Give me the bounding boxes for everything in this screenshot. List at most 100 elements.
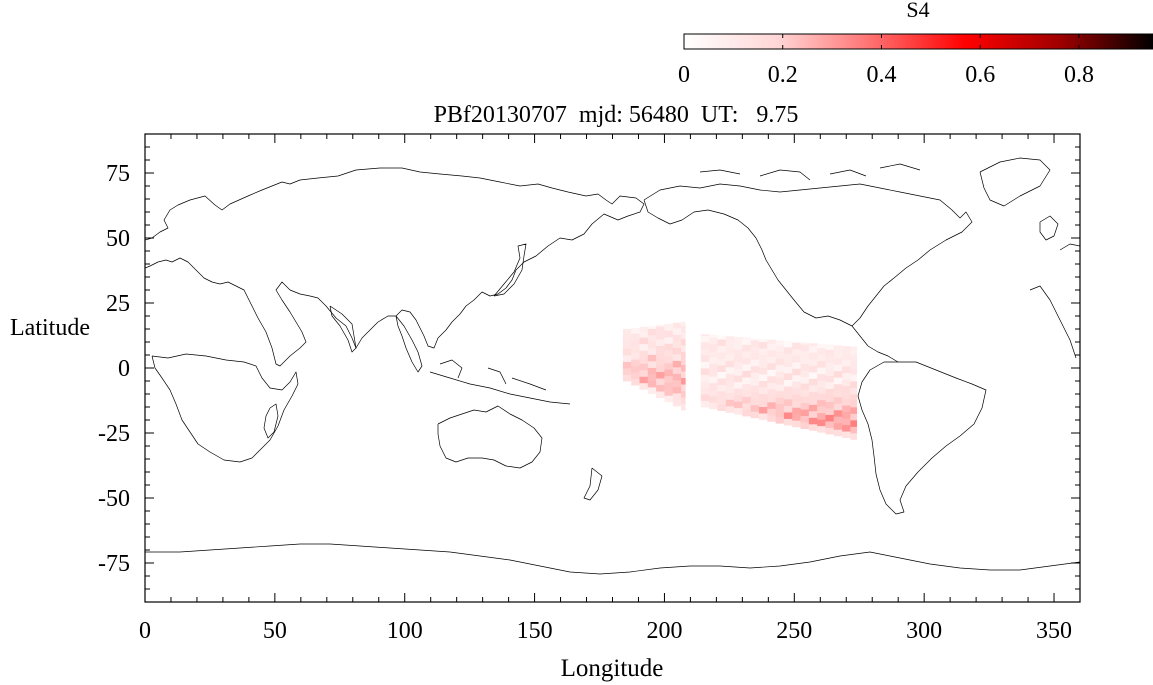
heatmap-cell: [631, 378, 640, 386]
heatmap-cell: [717, 378, 727, 386]
heatmap-cell: [639, 382, 649, 390]
coastline-antarctica: [145, 543, 1080, 575]
heatmap-cell: [639, 363, 649, 371]
heatmap-cell: [817, 347, 826, 355]
heatmap-cell: [842, 392, 851, 400]
coastline-madagascar: [263, 403, 279, 439]
x-tick-label: 100: [387, 618, 423, 644]
heatmap-cell: [647, 373, 657, 381]
heatmap-cell: [639, 330, 649, 338]
heatmap-cell: [767, 401, 777, 409]
heatmap-cell: [825, 401, 835, 409]
heatmap-cell: [817, 406, 826, 414]
heatmap-cell: [734, 375, 743, 383]
heatmap-cell: [783, 412, 793, 419]
heatmap-cell: [833, 370, 843, 378]
heatmap-cell: [833, 345, 843, 352]
heatmap-cell: [758, 400, 768, 408]
heatmap-cell: [767, 382, 777, 390]
heatmap-cell: [647, 360, 657, 368]
y-tick-label: 50: [106, 226, 130, 252]
heatmap-cell: [664, 369, 674, 377]
heatmap-cell: [750, 378, 760, 386]
heatmap-cell: [758, 341, 768, 349]
heatmap-cell: [700, 394, 710, 401]
heatmap-cell: [800, 376, 810, 384]
heatmap-cell: [700, 335, 710, 343]
heatmap-cell: [792, 361, 801, 369]
heatmap-cell: [800, 389, 810, 397]
y-tick-label: 0: [118, 356, 130, 382]
heatmap-cell: [783, 353, 793, 361]
heatmap-cell: [767, 343, 777, 351]
heatmap-cell: [709, 356, 718, 364]
heatmap-cell: [700, 361, 710, 369]
heatmap-cell: [792, 413, 801, 421]
heatmap-cell: [842, 372, 851, 380]
heatmap-cell: [647, 367, 657, 375]
heatmap-cell: [725, 347, 735, 355]
heatmap-cell: [734, 401, 743, 409]
heatmap-cell: [742, 357, 752, 365]
colorbar-tick-label: 0.2: [768, 62, 798, 88]
heatmap-cell: [783, 418, 793, 426]
heatmap-cell: [842, 366, 851, 374]
heatmap-cell: [700, 374, 710, 382]
heatmap-cell: [792, 374, 801, 382]
heatmap-cell: [734, 342, 743, 350]
heatmap-cell: [758, 413, 768, 421]
heatmap-cell: [792, 394, 801, 402]
heatmap-cell: [750, 352, 760, 360]
heatmap-cell: [734, 394, 743, 402]
heatmap-cell: [817, 393, 826, 401]
heatmap-cell: [742, 409, 752, 417]
coastline-europe-east-edge: [1029, 243, 1080, 359]
heatmap-cell: [681, 384, 686, 392]
heatmap-cell: [792, 348, 801, 356]
heatmap-cell: [672, 373, 682, 381]
heatmap-cell: [709, 369, 718, 377]
coastline-arctic: [699, 163, 921, 181]
heatmap-cell: [709, 363, 718, 371]
coastline-australia: [437, 405, 543, 469]
heatmap-cell: [725, 405, 735, 413]
heatmap-cell: [792, 342, 801, 350]
heatmap-cell: [734, 349, 743, 357]
heatmap-cell: [664, 382, 674, 390]
heatmap-cell: [800, 415, 810, 423]
heatmap-cell: [681, 364, 686, 372]
heatmap-cell: [833, 396, 843, 404]
heatmap-cell: [725, 379, 735, 387]
heatmap-cell: [664, 330, 674, 338]
heatmap-cell: [656, 339, 665, 347]
heatmap-cell: [656, 332, 665, 340]
heatmap-cell: [750, 338, 760, 341]
heatmap-cell: [800, 402, 810, 410]
heatmap-cell: [808, 423, 818, 431]
heatmap-cell: [681, 345, 686, 353]
heatmap-cell: [817, 386, 826, 394]
heatmap-cell: [656, 378, 665, 386]
heatmap-cell: [800, 350, 810, 358]
heatmap-cell: [664, 323, 674, 331]
y-tick-label: 75: [106, 161, 130, 187]
colorbar-tick-label: 0: [678, 62, 690, 88]
heatmap-cell: [825, 344, 835, 350]
heatmap-cell: [783, 399, 793, 406]
heatmap-cell: [725, 336, 735, 342]
heatmap-cell: [672, 399, 682, 407]
y-tick-labels: 75 50 25 0 -25 -50 -75: [98, 161, 130, 577]
x-axis-label: Longitude: [561, 655, 664, 682]
heatmap-cell: [758, 393, 768, 401]
heatmap-cell: [672, 322, 682, 329]
heatmap-cell: [750, 391, 760, 399]
heatmap-cell: [734, 355, 743, 363]
heatmap-cell: [825, 356, 835, 363]
heatmap-cell: [656, 384, 665, 392]
heatmap-cell: [742, 337, 752, 339]
heatmap-cell: [750, 398, 760, 406]
heatmap-cell: [850, 387, 858, 395]
colorbar-gradient: [683, 33, 1153, 50]
heatmap-cell: [681, 325, 686, 333]
